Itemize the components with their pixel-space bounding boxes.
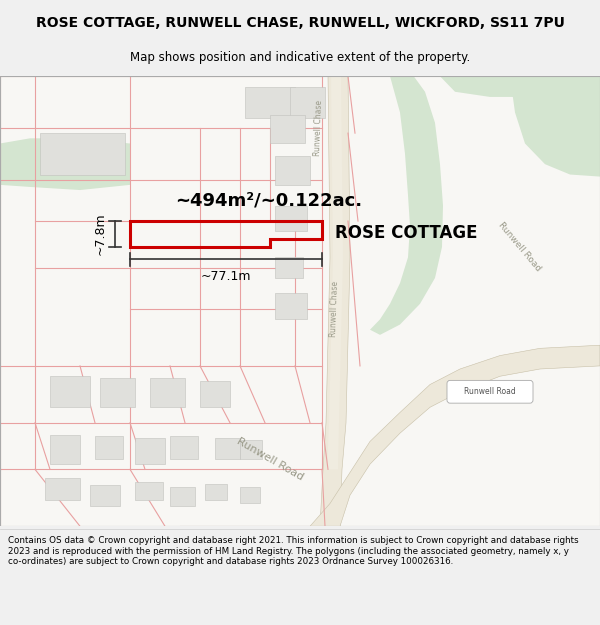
Bar [275,294,307,319]
Text: Runwell Chase: Runwell Chase [329,281,340,337]
Text: ~7.8m: ~7.8m [94,213,107,256]
Bar [170,487,195,506]
Text: Contains OS data © Crown copyright and database right 2021. This information is : Contains OS data © Crown copyright and d… [8,536,578,566]
Bar [135,482,163,501]
Bar [170,436,198,459]
Bar [240,441,262,459]
FancyBboxPatch shape [447,381,533,403]
Bar [290,87,325,118]
Bar [205,484,227,501]
Polygon shape [0,76,600,526]
Text: ROSE COTTAGE: ROSE COTTAGE [335,224,478,243]
Bar [275,258,303,278]
Bar [200,381,230,408]
Bar [40,133,125,174]
Bar [135,438,165,464]
Bar [50,376,90,408]
Polygon shape [327,76,343,469]
Polygon shape [180,345,600,526]
Text: Runwell Chase: Runwell Chase [313,100,323,156]
Polygon shape [510,76,600,177]
Bar [50,435,80,464]
Bar [245,87,295,118]
Bar [215,438,240,459]
Text: ROSE COTTAGE, RUNWELL CHASE, RUNWELL, WICKFORD, SS11 7PU: ROSE COTTAGE, RUNWELL CHASE, RUNWELL, WI… [35,16,565,30]
Bar [275,206,307,231]
Bar [95,436,123,459]
Text: ~494m²/~0.122ac.: ~494m²/~0.122ac. [175,191,362,209]
Polygon shape [440,76,600,97]
Bar [150,378,185,408]
Text: Map shows position and indicative extent of the property.: Map shows position and indicative extent… [130,51,470,64]
Bar [45,478,80,501]
Text: Runwell Road: Runwell Road [497,221,543,273]
Bar [100,378,135,408]
Text: Runwell Road: Runwell Road [235,436,305,482]
Bar [240,487,260,504]
Bar [275,156,310,185]
Polygon shape [0,138,130,190]
Text: ~77.1m: ~77.1m [201,270,251,282]
Polygon shape [370,71,443,335]
Bar [270,114,305,144]
Bar [90,485,120,506]
Text: Runwell Road: Runwell Road [464,388,516,396]
Polygon shape [320,76,350,526]
